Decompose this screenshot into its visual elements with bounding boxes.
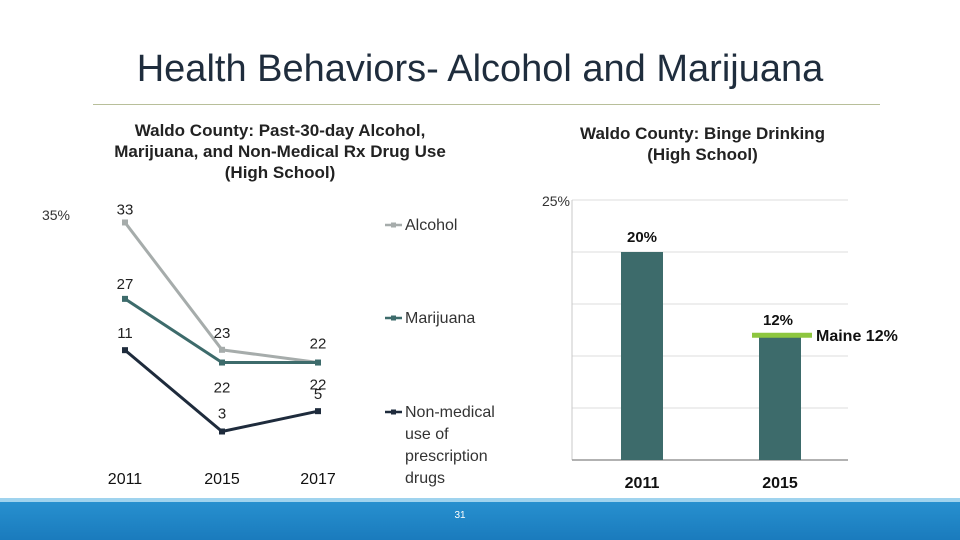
x-tick-label: 2015 <box>762 475 798 492</box>
bar-2015 <box>759 335 801 460</box>
legend-label: Non-medical <box>405 404 495 421</box>
data-point <box>219 359 225 366</box>
data-label: 33 <box>117 201 134 218</box>
line-chart-title-line: Marijuana, and Non-Medical Rx Drug Use <box>114 142 446 161</box>
legend-swatch-marker <box>391 409 396 415</box>
legend-label: drugs <box>405 470 445 487</box>
title-divider <box>93 104 880 105</box>
maine-reference-label: Maine 12% <box>816 328 898 345</box>
data-label: 22 <box>310 336 327 353</box>
y-axis-max-label: 25% <box>542 193 570 209</box>
data-point <box>122 295 128 302</box>
line-chart-title: Waldo County: Past-30-day Alcohol, Mariju… <box>60 120 500 183</box>
x-tick-label: 2011 <box>625 475 660 492</box>
footer-bar <box>0 502 960 540</box>
line-chart-title-line: (High School) <box>224 163 336 182</box>
data-point <box>122 219 128 226</box>
data-label: 11 <box>117 325 133 342</box>
data-point <box>122 347 128 354</box>
x-tick-label: 2017 <box>300 471 336 488</box>
data-point <box>219 346 225 353</box>
legend-swatch-marker <box>391 315 396 321</box>
bar-value-label: 12% <box>763 312 793 329</box>
x-tick-label: 2015 <box>204 471 240 488</box>
footer-accent <box>0 498 960 502</box>
data-label: 22 <box>214 380 231 397</box>
legend-label: use of <box>405 426 449 443</box>
data-label: 22 <box>310 377 327 394</box>
page-number: 31 <box>454 510 466 521</box>
data-label: 23 <box>214 325 231 342</box>
bar-chart-title-line: (High School) <box>647 145 758 164</box>
legend-swatch-marker <box>391 222 396 228</box>
bar-chart-title: Waldo County: Binge Drinking (High School… <box>530 123 875 165</box>
bar-value-label: 20% <box>627 229 657 246</box>
bar-2011 <box>621 252 663 460</box>
data-point <box>219 428 225 435</box>
slide-title: Health Behaviors- Alcohol and Marijuana <box>136 48 824 90</box>
data-label: 27 <box>117 276 134 293</box>
x-tick-label: 2011 <box>108 471 143 488</box>
data-point <box>315 408 321 415</box>
line-chart-title-line: Waldo County: Past-30-day Alcohol, <box>134 121 426 140</box>
data-label: 3 <box>218 406 226 423</box>
bar-chart-title-line: Waldo County: Binge Drinking <box>580 124 825 143</box>
data-point <box>315 359 321 366</box>
legend-label: Alcohol <box>405 217 457 234</box>
legend-label: Marijuana <box>405 310 475 327</box>
data-label: 5 <box>314 386 322 403</box>
y-axis-max-label: 35% <box>42 207 70 223</box>
legend-label: prescription <box>405 448 488 465</box>
